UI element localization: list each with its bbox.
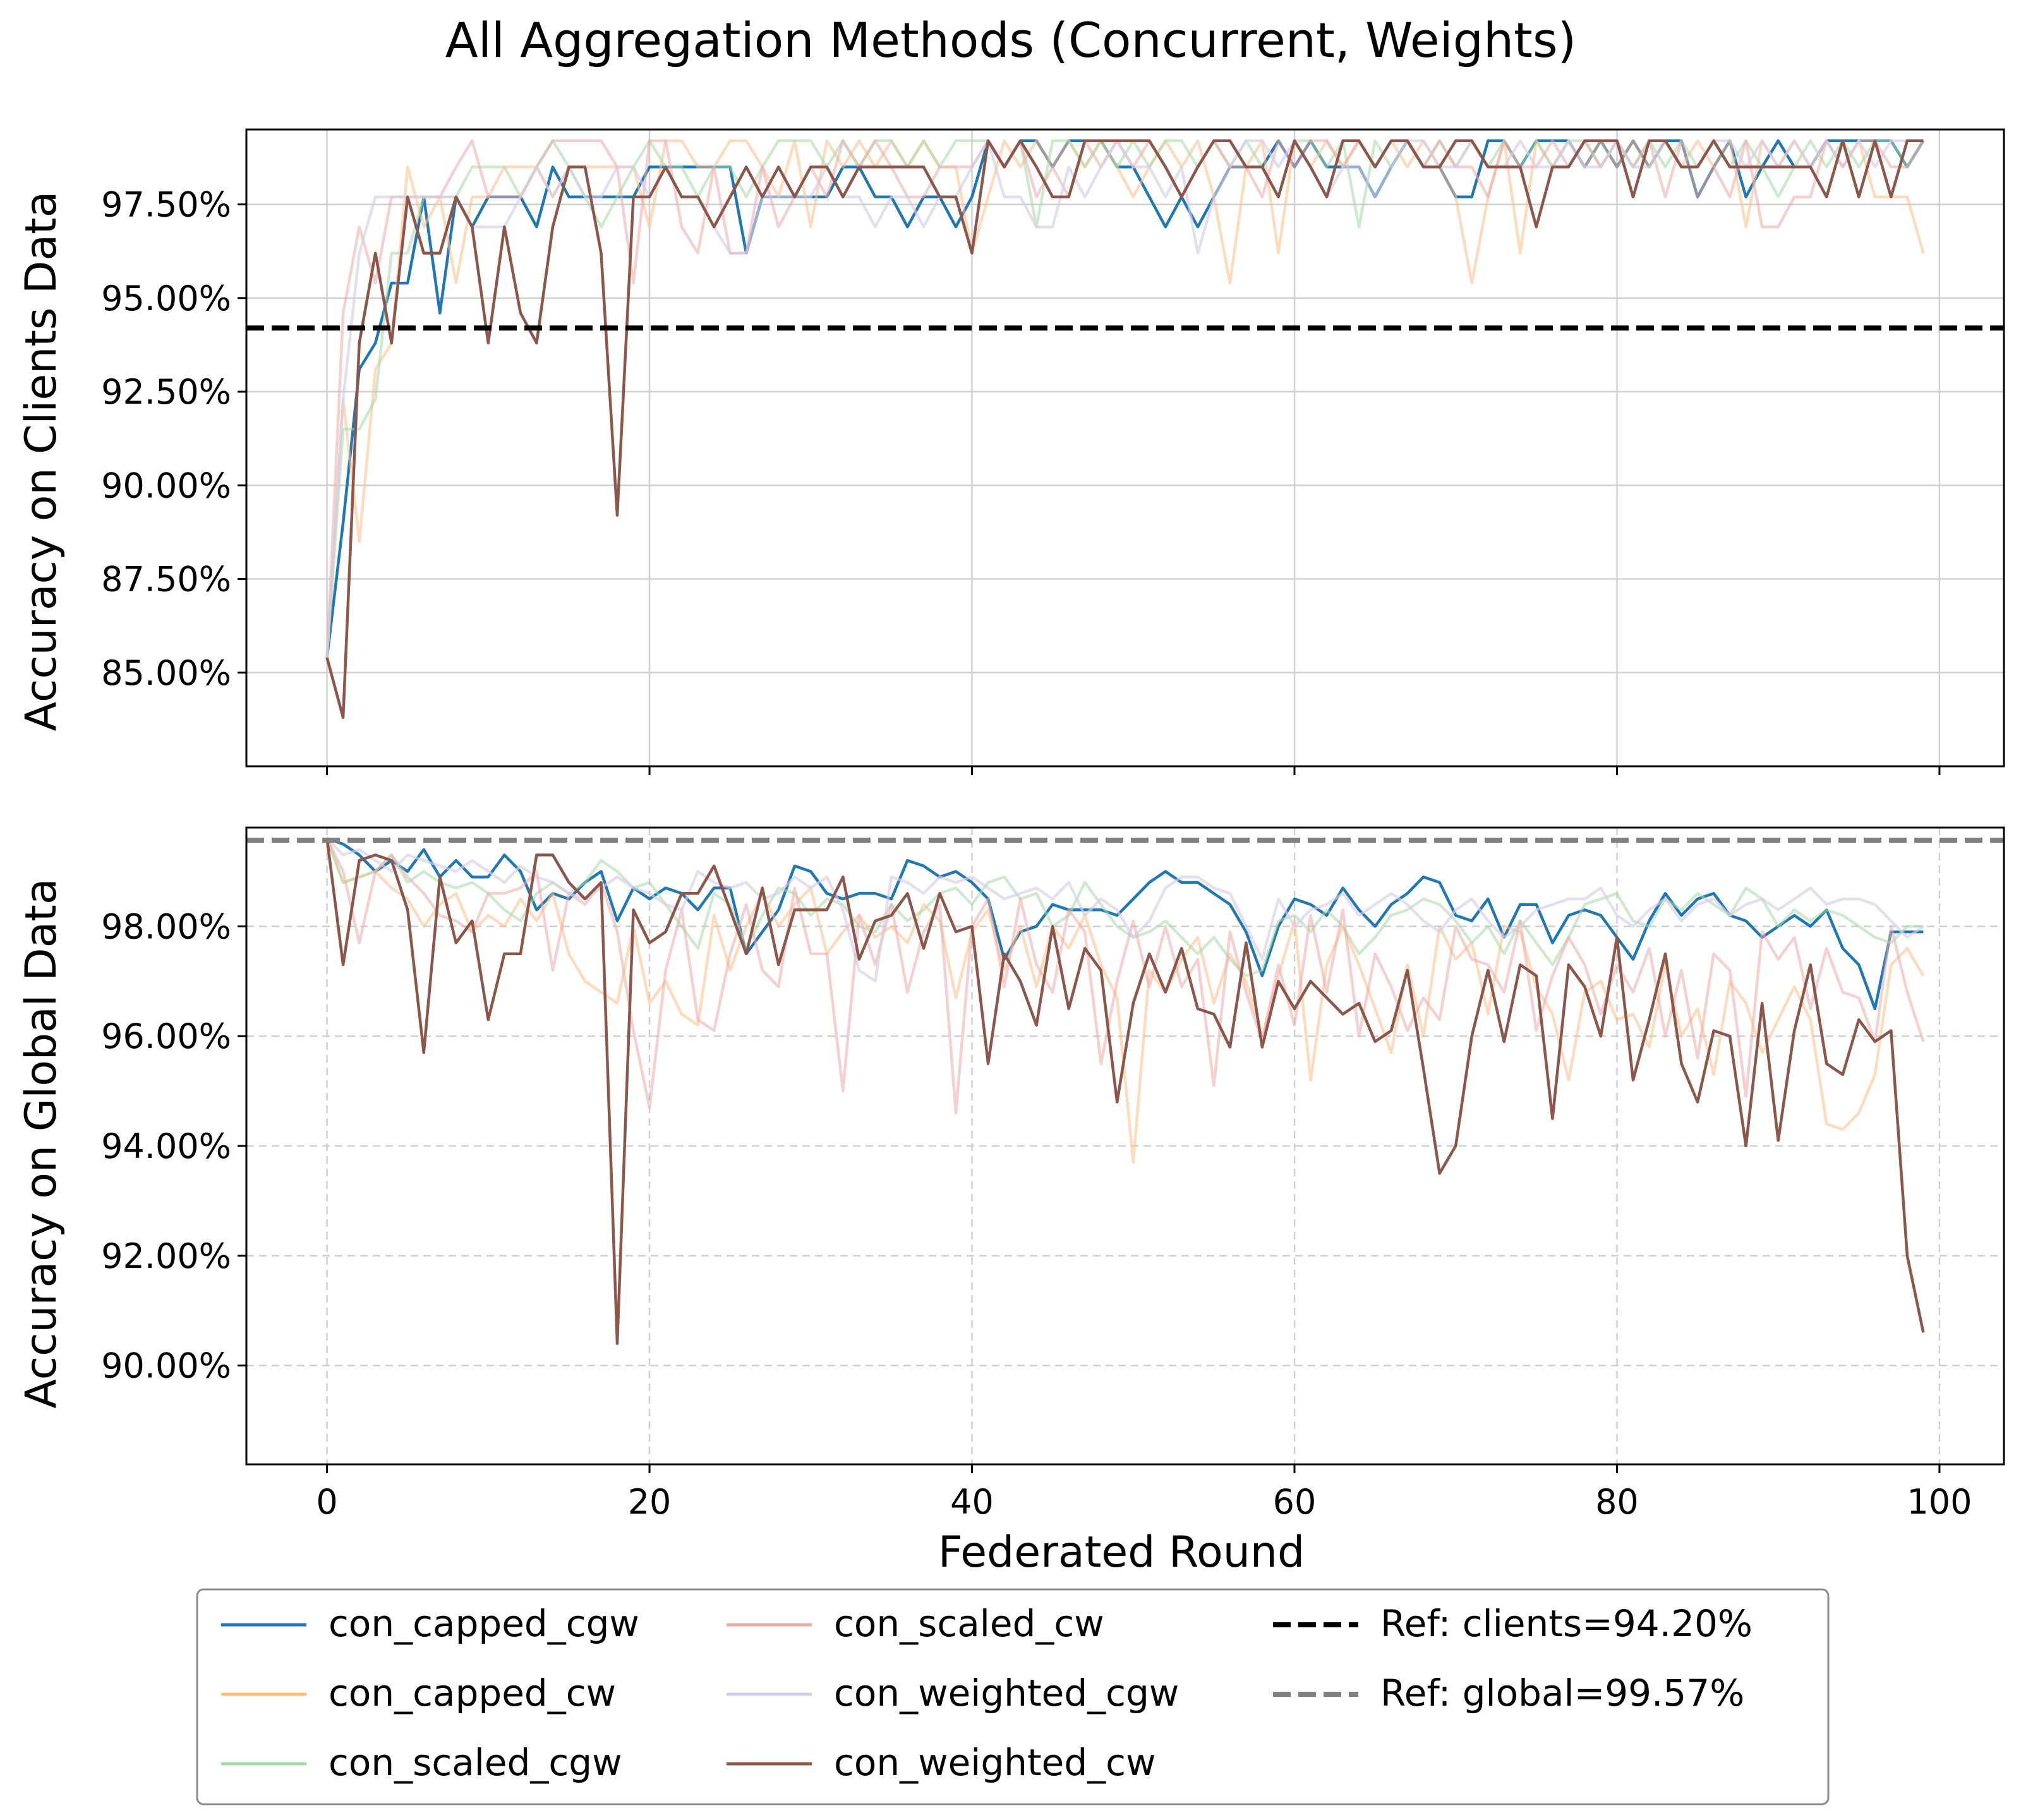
x-tick-label: 100 <box>1907 1482 1972 1522</box>
y-tick-label: 97.50% <box>101 185 231 225</box>
legend: con_capped_cgw con_capped_cw con_scaled_cg… <box>196 1588 1830 1805</box>
x-axis-label: Federated Round <box>938 1528 1305 1577</box>
y-tick-label: 98.00% <box>101 907 231 946</box>
x-tick-label: 80 <box>1595 1482 1639 1522</box>
y-tick-label: 94.00% <box>101 1126 231 1166</box>
chart-title: All Aggregation Methods (Concurrent, Wei… <box>445 12 1576 68</box>
series-line-con-capped-cw <box>325 139 1925 658</box>
legend-label-con-capped-cgw: con_capped_cgw <box>329 1602 639 1645</box>
x-tick-label: 40 <box>950 1482 994 1522</box>
x-tick-label: 0 <box>316 1482 337 1522</box>
global-accuracy-panel: 0 20 40 60 80 100 90.00% 92.00% 94.00% 96.00% 98.0… <box>16 826 2005 1522</box>
panel-frame <box>245 826 2005 1466</box>
series-line-con-weighted-cgw <box>325 139 1924 658</box>
series-line-con-weighted-cgw <box>325 837 1924 983</box>
y-tick-label: 85.00% <box>101 653 231 693</box>
y-tick-label: 90.00% <box>101 466 231 505</box>
series-line-con-weighted-cw <box>325 139 1924 720</box>
y-tick-label: 95.00% <box>101 279 231 318</box>
clients-accuracy-panel: 85.00% 87.50% 90.00% 92.50% 95.00% 97.50% Accu… <box>16 128 2005 775</box>
series-line-con-scaled-cgw <box>325 838 1924 977</box>
legend-label-con-capped-cw: con_capped_cw <box>329 1672 616 1715</box>
series-line-con-scaled-cgw <box>325 139 1925 658</box>
y-tick-label: 92.00% <box>101 1236 231 1276</box>
legend-label-ref-global-99-57: Ref: global=99.57% <box>1380 1672 1744 1715</box>
legend-label-con-weighted-cw: con_weighted_cw <box>834 1741 1156 1784</box>
y-tick-label: 87.50% <box>101 560 231 600</box>
series-line-con-capped-cgw <box>325 139 1925 658</box>
y-tick-label: 92.50% <box>101 372 231 412</box>
y-tick-label: 90.00% <box>101 1346 231 1386</box>
series-line-con-scaled-cw <box>325 139 1925 658</box>
x-tick-label: 20 <box>628 1482 672 1522</box>
series-group <box>246 837 2004 1346</box>
y-axis-label: Accuracy on Clients Data <box>16 191 66 732</box>
series-group <box>246 139 2004 720</box>
panel-frame <box>245 128 2005 768</box>
legend-label-con-scaled-cw: con_scaled_cw <box>834 1602 1104 1645</box>
legend-label-con-scaled-cgw: con_scaled_cgw <box>329 1741 622 1784</box>
y-axis-label: Accuracy on Global Data <box>16 878 66 1408</box>
series-line-con-capped-cw <box>325 838 1925 1164</box>
legend-label-con-weighted-cgw: con_weighted_cgw <box>834 1672 1179 1715</box>
legend-label-ref-clients-94-20: Ref: clients=94.20% <box>1380 1602 1753 1645</box>
y-tick-label: 96.00% <box>101 1016 231 1056</box>
x-tick-label: 60 <box>1273 1482 1317 1522</box>
series-line-con-capped-cgw <box>326 837 1924 1011</box>
series-line-con-weighted-cw <box>325 838 1925 1346</box>
legend-box <box>196 1588 1830 1805</box>
